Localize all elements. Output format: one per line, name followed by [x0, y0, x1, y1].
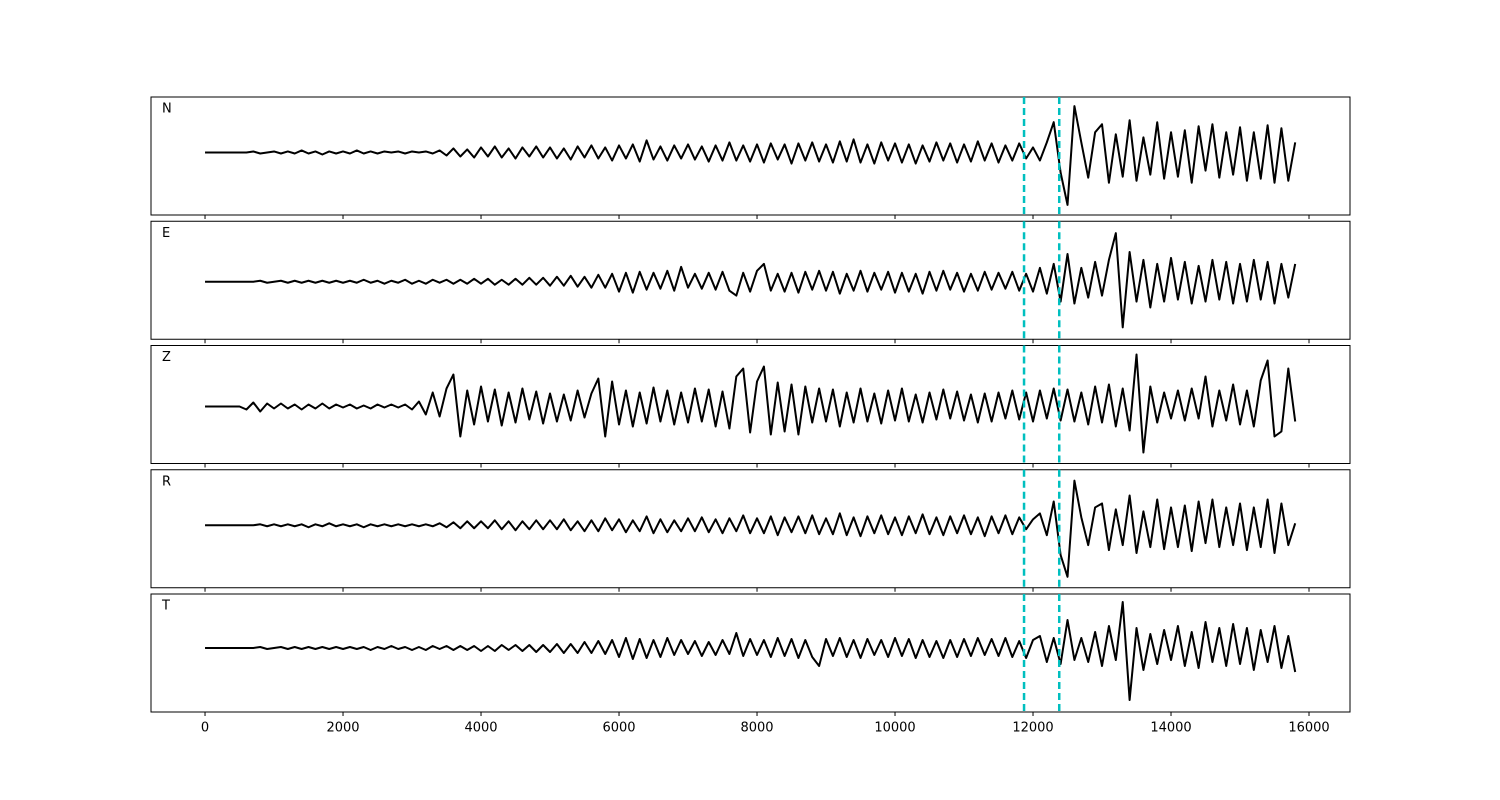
trace: [205, 353, 1297, 454]
trace: [205, 232, 1297, 329]
x-tick-label: 0: [201, 721, 209, 736]
x-tick-label: 4000: [464, 721, 497, 736]
panel-label: R: [162, 474, 171, 489]
panel-frame: [150, 469, 1351, 589]
panel-label: T: [161, 599, 170, 614]
x-tick-label: 8000: [740, 721, 773, 736]
panel-label: E: [162, 226, 170, 241]
panel-frame: [150, 593, 1351, 713]
trace: [205, 601, 1297, 701]
panel-label: Z: [162, 350, 171, 365]
x-tick-label: 12000: [1012, 721, 1053, 736]
x-tick-label: 16000: [1288, 721, 1329, 736]
panel-frame: [150, 220, 1351, 340]
panel-frame: [150, 345, 1351, 464]
x-tick-label: 6000: [602, 721, 635, 736]
x-tick-label: 10000: [874, 721, 915, 736]
x-tick-label: 2000: [326, 721, 359, 736]
x-tick-label: 14000: [1150, 721, 1191, 736]
panel-frame: [150, 96, 1351, 216]
trace: [205, 105, 1297, 206]
trace: [205, 479, 1297, 578]
panel-label: N: [162, 102, 172, 117]
